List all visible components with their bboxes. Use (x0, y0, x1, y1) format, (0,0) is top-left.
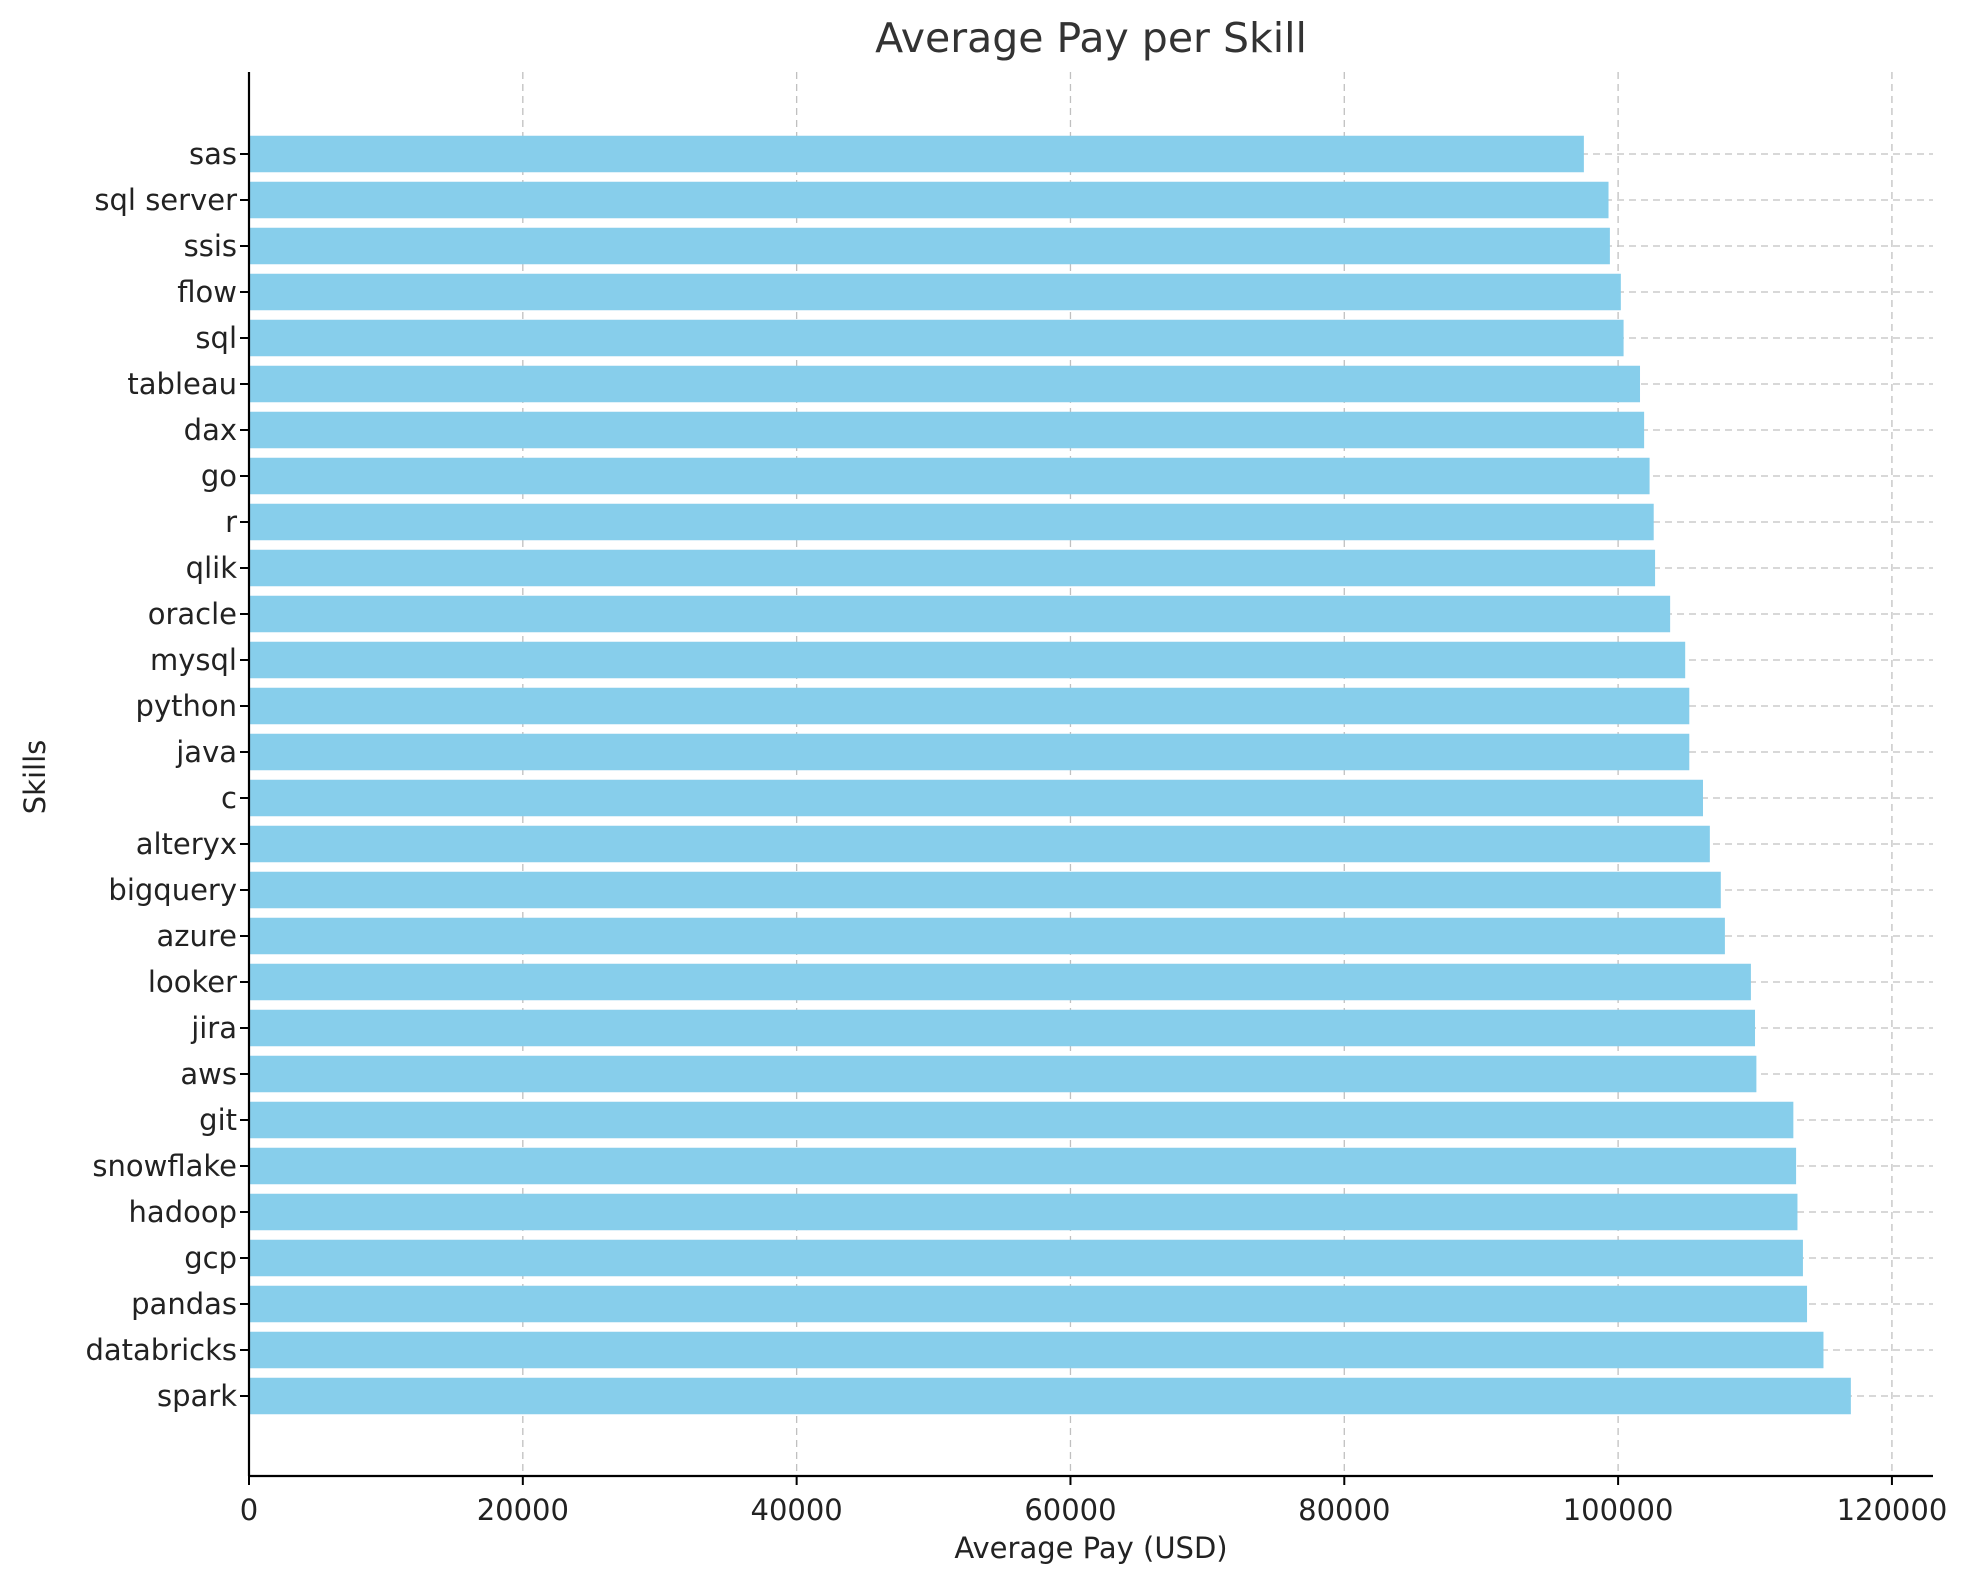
bar-databricks (249, 1331, 1824, 1369)
y-tick-label: alteryx (136, 827, 237, 861)
y-tick-label: git (199, 1103, 237, 1137)
y-tick-label: looker (148, 965, 237, 999)
bar-flow (249, 273, 1621, 311)
bar-azure (249, 917, 1725, 955)
bar-snowflake (249, 1147, 1797, 1185)
y-tick-label: oracle (148, 597, 237, 631)
bar-python (249, 687, 1690, 725)
x-tick-label: 0 (240, 1493, 258, 1527)
bar-dax (249, 411, 1645, 449)
y-tick-label: go (201, 459, 237, 493)
bar-sas (249, 135, 1584, 173)
x-tick-label: 20000 (477, 1493, 569, 1527)
y-tick-label: databricks (85, 1333, 237, 1367)
y-axis-label: Skills (18, 740, 52, 814)
bar-sql (249, 319, 1624, 357)
y-tick-label: sas (189, 137, 237, 171)
x-tick-label: 100000 (1563, 1493, 1674, 1527)
bar-oracle (249, 595, 1671, 633)
y-tick-label: aws (180, 1057, 237, 1091)
bar-looker (249, 963, 1751, 1001)
y-tick-label: ssis (184, 229, 237, 263)
y-tick-label: snowflake (92, 1149, 237, 1183)
x-tick-label: 60000 (1024, 1493, 1116, 1527)
bar-alteryx (249, 825, 1710, 863)
chart-title: Average Pay per Skill (875, 14, 1307, 62)
bar-spark (249, 1377, 1851, 1415)
y-tick-label: flow (177, 275, 237, 309)
y-tick-label: gcp (184, 1241, 237, 1275)
y-tick-label: mysql (150, 643, 237, 677)
bar-java (249, 733, 1690, 771)
y-tick-label: c (221, 781, 237, 815)
y-tick-label: pandas (131, 1287, 237, 1321)
y-tick-label: sql server (94, 183, 237, 217)
bar-hadoop (249, 1193, 1798, 1231)
axes (247, 72, 1933, 1478)
bar-jira (249, 1009, 1756, 1047)
y-axis-ticks: sas sql server ssis flow sql tableau dax go r qli… (85, 137, 249, 1413)
x-tick-label: 80000 (1298, 1493, 1390, 1527)
y-tick-label: r (225, 505, 237, 539)
bar-go (249, 457, 1650, 495)
bar-gcp (249, 1239, 1803, 1277)
x-axis-label: Average Pay (USD) (954, 1531, 1227, 1565)
bar-aws (249, 1055, 1757, 1093)
bar-tableau (249, 365, 1641, 403)
bar-mysql (249, 641, 1686, 679)
bar-qlik (249, 549, 1656, 587)
x-tick-label: 40000 (751, 1493, 843, 1527)
bar-sql-server (249, 181, 1609, 219)
y-tick-label: sql (195, 321, 237, 355)
bar-pandas (249, 1285, 1808, 1323)
bar-c (249, 779, 1703, 817)
y-tick-label: jira (190, 1011, 237, 1045)
bar-r (249, 503, 1654, 541)
y-tick-label: azure (156, 919, 237, 953)
x-tick-label: 120000 (1837, 1493, 1948, 1527)
y-tick-label: java (175, 735, 237, 769)
y-tick-label: qlik (186, 551, 238, 585)
y-tick-label: spark (157, 1379, 237, 1413)
y-tick-label: tableau (127, 367, 237, 401)
bar-bigquery (249, 871, 1721, 909)
y-tick-label: bigquery (108, 873, 237, 907)
bar-git (249, 1101, 1794, 1139)
bars (249, 135, 1851, 1415)
x-axis-ticks: 0 20000 40000 60000 80000 100000 120000 (240, 1476, 1948, 1527)
y-tick-label: hadoop (129, 1195, 237, 1229)
y-tick-label: dax (184, 413, 237, 447)
bar-ssis (249, 227, 1610, 265)
y-tick-label: python (136, 689, 237, 723)
